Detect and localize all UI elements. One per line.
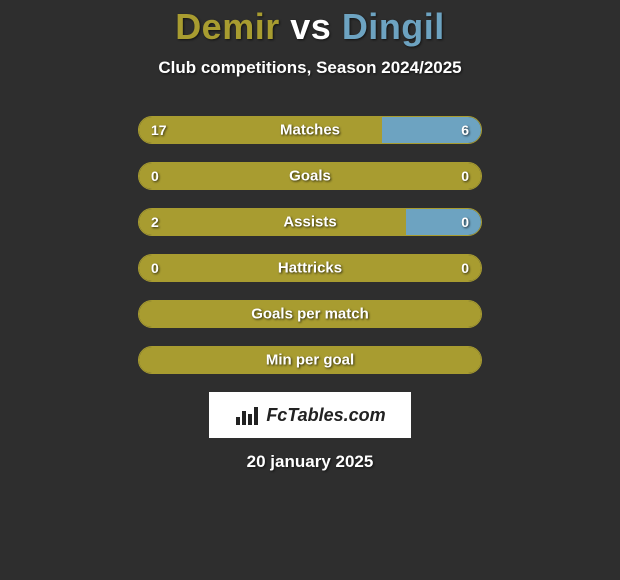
stat-row: Hattricks 0 0: [138, 254, 482, 284]
player1-value: 2: [151, 214, 159, 230]
stat-row: Min per goal: [138, 346, 482, 376]
stat-label: Assists: [283, 214, 336, 231]
stat-row: Matches 17 6: [138, 116, 482, 146]
bars-icon: [234, 405, 260, 425]
player2-value: 0: [461, 214, 469, 230]
stat-row: Goals 0 0: [138, 162, 482, 192]
stat-bar: Goals 0 0: [138, 162, 482, 190]
snapshot-date: 20 january 2025: [0, 452, 620, 472]
player2-value: 0: [461, 260, 469, 276]
player1-name: Demir: [175, 6, 280, 47]
watermark: FcTables.com: [209, 392, 411, 438]
stat-bar: Goals per match: [138, 300, 482, 328]
player2-value: 0: [461, 168, 469, 184]
comparison-chart: Matches176Goals00Assists20Hattricks00Goa…: [0, 116, 620, 376]
player1-segment: [139, 209, 406, 235]
stat-row: Goals per match: [138, 300, 482, 330]
stat-label: Matches: [280, 122, 340, 139]
stat-label: Goals: [289, 168, 331, 185]
comparison-title: Demir vs Dingil: [0, 0, 620, 48]
stat-bar: Hattricks 0 0: [138, 254, 482, 282]
stat-row: Assists 2 0: [138, 208, 482, 238]
stat-bar: Matches 17 6: [138, 116, 482, 144]
player2-value: 6: [461, 122, 469, 138]
stat-bar: Assists 2 0: [138, 208, 482, 236]
subtitle: Club competitions, Season 2024/2025: [0, 58, 620, 78]
player1-value: 0: [151, 260, 159, 276]
player1-value: 0: [151, 168, 159, 184]
player2-name: Dingil: [342, 6, 445, 47]
watermark-text: FcTables.com: [266, 405, 385, 426]
stat-label: Min per goal: [266, 352, 354, 369]
stat-bar: Min per goal: [138, 346, 482, 374]
player2-segment: [406, 209, 481, 235]
player1-segment: [139, 117, 382, 143]
vs-text: vs: [290, 6, 331, 47]
stat-label: Goals per match: [251, 306, 369, 323]
player1-value: 17: [151, 122, 167, 138]
stat-label: Hattricks: [278, 260, 342, 277]
